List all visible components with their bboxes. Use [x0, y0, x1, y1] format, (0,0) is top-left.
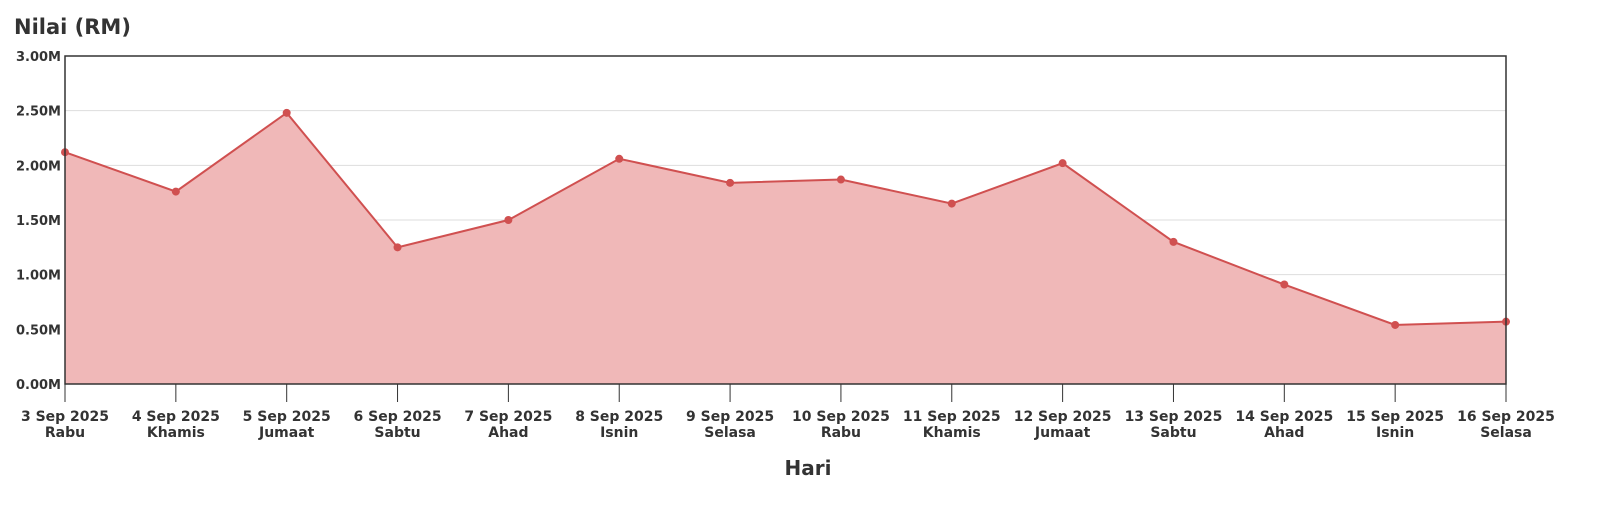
x-tick-day: Isnin: [600, 425, 638, 441]
x-tick-date: 9 Sep 2025: [686, 409, 774, 425]
data-point: [1058, 159, 1067, 168]
area-fill: [65, 112, 1506, 384]
x-tick-date: 15 Sep 2025: [1346, 409, 1444, 425]
x-tick-day: Sabtu: [374, 425, 420, 441]
series-line: [64, 111, 1507, 326]
data-point: [1280, 280, 1289, 289]
x-tick-day: Sabtu: [1150, 425, 1196, 441]
x-tick-date: 4 Sep 2025: [132, 409, 220, 425]
x-tick-day: Khamis: [147, 425, 205, 441]
x-tick-date: 5 Sep 2025: [243, 409, 331, 425]
data-point: [1169, 237, 1178, 246]
data-points: [61, 108, 1510, 329]
y-tick-label: 2.00M: [16, 159, 61, 174]
y-tick-label: 0.50M: [16, 323, 61, 338]
x-tick-date: 7 Sep 2025: [464, 409, 552, 425]
x-tick-day: Selasa: [1480, 425, 1532, 441]
y-tick-label: 3.00M: [16, 50, 61, 65]
x-tick-day: Selasa: [704, 425, 756, 441]
y-tick-label: 1.00M: [16, 269, 61, 284]
y-axis: 0.00M 0.50M 1.00M 1.50M 2.00M 2.50M 3.00M: [16, 50, 61, 393]
y-tick-label: 0.00M: [16, 378, 61, 393]
data-point: [615, 154, 624, 163]
data-point: [282, 108, 291, 117]
x-tick-day: Ahad: [1264, 425, 1304, 441]
plot-frame: [64, 55, 1507, 385]
x-tick-date: 3 Sep 2025: [21, 409, 109, 425]
y-tick-label: 2.50M: [16, 105, 61, 120]
x-axis-label: Hari: [785, 456, 832, 480]
data-point: [836, 175, 845, 184]
x-tick-day: Khamis: [923, 425, 981, 441]
x-tick-date: 14 Sep 2025: [1235, 409, 1333, 425]
x-tick-date: 10 Sep 2025: [792, 409, 890, 425]
data-point: [393, 243, 402, 252]
x-tick-day: Rabu: [821, 425, 861, 441]
data-point: [726, 178, 735, 187]
x-tick-date: 6 Sep 2025: [354, 409, 442, 425]
x-tick-day: Rabu: [45, 425, 85, 441]
data-point: [1391, 320, 1400, 329]
area-series: [64, 111, 1507, 384]
x-tick-day: Isnin: [1376, 425, 1414, 441]
chart-title: Nilai (RM): [14, 15, 131, 39]
x-tick-date: 13 Sep 2025: [1125, 409, 1223, 425]
y-tick-label: 1.50M: [16, 214, 61, 229]
x-tick-date: 11 Sep 2025: [903, 409, 1001, 425]
data-point: [171, 187, 180, 196]
x-tick-date: 8 Sep 2025: [575, 409, 663, 425]
x-tick-day: Jumaat: [258, 425, 315, 441]
x-tick-date: 12 Sep 2025: [1014, 409, 1112, 425]
x-tick-day: Ahad: [488, 425, 528, 441]
data-point: [947, 199, 956, 208]
x-tick-date: 16 Sep 2025: [1457, 409, 1555, 425]
x-tick-day: Jumaat: [1034, 425, 1091, 441]
data-point: [504, 216, 513, 224]
